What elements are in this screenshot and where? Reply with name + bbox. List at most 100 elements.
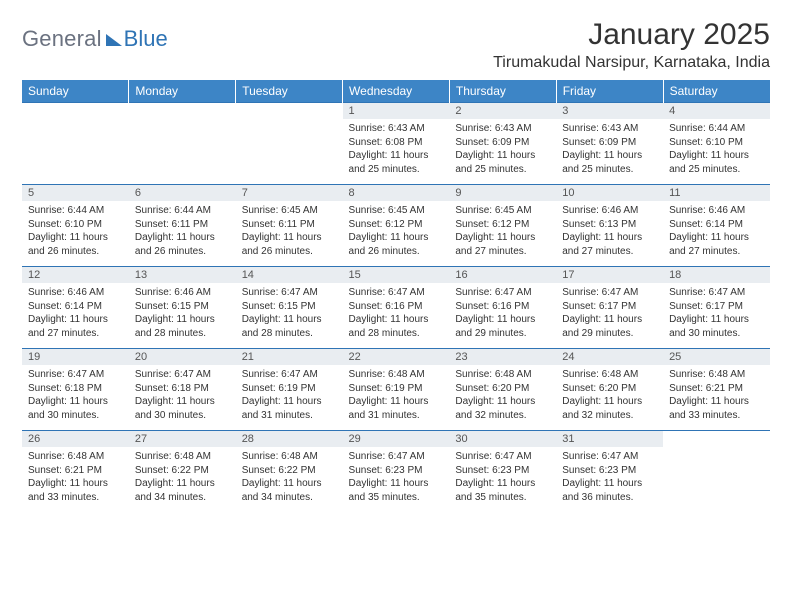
day-number-cell: 21 <box>236 349 343 366</box>
weekday-header: Thursday <box>449 80 556 103</box>
sunrise-text: Sunrise: 6:48 AM <box>562 368 657 382</box>
day-number-cell <box>22 103 129 120</box>
daylight-text: Daylight: 11 hours <box>669 395 764 409</box>
day-info-cell: Sunrise: 6:47 AMSunset: 6:18 PMDaylight:… <box>22 365 129 431</box>
daylight-text: Daylight: 11 hours <box>669 231 764 245</box>
sunset-text: Sunset: 6:15 PM <box>242 300 337 314</box>
sunset-text: Sunset: 6:08 PM <box>349 136 444 150</box>
daylight-text: Daylight: 11 hours <box>242 313 337 327</box>
sunrise-text: Sunrise: 6:47 AM <box>455 450 550 464</box>
sunrise-text: Sunrise: 6:47 AM <box>562 286 657 300</box>
daylight-text: and 32 minutes. <box>562 409 657 423</box>
daylight-text: Daylight: 11 hours <box>28 477 123 491</box>
daylight-text: and 25 minutes. <box>349 163 444 177</box>
sunset-text: Sunset: 6:21 PM <box>28 464 123 478</box>
day-info-cell <box>129 119 236 185</box>
weekday-header: Friday <box>556 80 663 103</box>
daylight-text: and 31 minutes. <box>349 409 444 423</box>
sunrise-text: Sunrise: 6:44 AM <box>135 204 230 218</box>
sunset-text: Sunset: 6:16 PM <box>455 300 550 314</box>
day-info-cell: Sunrise: 6:47 AMSunset: 6:23 PMDaylight:… <box>449 447 556 512</box>
daylight-text: Daylight: 11 hours <box>455 477 550 491</box>
day-number-cell: 29 <box>343 431 450 448</box>
daylight-text: and 26 minutes. <box>349 245 444 259</box>
sunrise-text: Sunrise: 6:45 AM <box>242 204 337 218</box>
month-title: January 2025 <box>493 18 770 52</box>
sunset-text: Sunset: 6:17 PM <box>562 300 657 314</box>
day-info-cell: Sunrise: 6:45 AMSunset: 6:12 PMDaylight:… <box>343 201 450 267</box>
daylight-text: Daylight: 11 hours <box>455 395 550 409</box>
sunrise-text: Sunrise: 6:45 AM <box>455 204 550 218</box>
day-info-cell: Sunrise: 6:44 AMSunset: 6:11 PMDaylight:… <box>129 201 236 267</box>
location-subtitle: Tirumakudal Narsipur, Karnataka, India <box>493 54 770 72</box>
daynum-row: 12131415161718 <box>22 267 770 284</box>
sunrise-text: Sunrise: 6:46 AM <box>562 204 657 218</box>
daylight-text: and 28 minutes. <box>242 327 337 341</box>
daylight-text: and 29 minutes. <box>562 327 657 341</box>
day-info-cell: Sunrise: 6:44 AMSunset: 6:10 PMDaylight:… <box>22 201 129 267</box>
daylight-text: and 26 minutes. <box>135 245 230 259</box>
day-info-cell: Sunrise: 6:48 AMSunset: 6:20 PMDaylight:… <box>449 365 556 431</box>
daylight-text: and 25 minutes. <box>455 163 550 177</box>
daylight-text: and 31 minutes. <box>242 409 337 423</box>
sunrise-text: Sunrise: 6:47 AM <box>135 368 230 382</box>
day-info-cell: Sunrise: 6:46 AMSunset: 6:15 PMDaylight:… <box>129 283 236 349</box>
sunrise-text: Sunrise: 6:43 AM <box>349 122 444 136</box>
daylight-text: Daylight: 11 hours <box>562 313 657 327</box>
sunset-text: Sunset: 6:23 PM <box>562 464 657 478</box>
day-info-cell: Sunrise: 6:47 AMSunset: 6:15 PMDaylight:… <box>236 283 343 349</box>
sunset-text: Sunset: 6:22 PM <box>242 464 337 478</box>
day-info-cell: Sunrise: 6:46 AMSunset: 6:14 PMDaylight:… <box>663 201 770 267</box>
daylight-text: and 35 minutes. <box>455 491 550 505</box>
info-row: Sunrise: 6:44 AMSunset: 6:10 PMDaylight:… <box>22 201 770 267</box>
day-info-cell <box>22 119 129 185</box>
daylight-text: and 26 minutes. <box>242 245 337 259</box>
daylight-text: Daylight: 11 hours <box>455 231 550 245</box>
daynum-row: 1234 <box>22 103 770 120</box>
sunrise-text: Sunrise: 6:43 AM <box>562 122 657 136</box>
daylight-text: and 35 minutes. <box>349 491 444 505</box>
daylight-text: and 33 minutes. <box>669 409 764 423</box>
daylight-text: Daylight: 11 hours <box>28 313 123 327</box>
sunrise-text: Sunrise: 6:47 AM <box>242 368 337 382</box>
sunrise-text: Sunrise: 6:48 AM <box>455 368 550 382</box>
day-number-cell: 4 <box>663 103 770 120</box>
sunset-text: Sunset: 6:14 PM <box>669 218 764 232</box>
day-number-cell: 12 <box>22 267 129 284</box>
day-number-cell: 27 <box>129 431 236 448</box>
daylight-text: and 27 minutes. <box>28 327 123 341</box>
info-row: Sunrise: 6:47 AMSunset: 6:18 PMDaylight:… <box>22 365 770 431</box>
day-number-cell: 26 <box>22 431 129 448</box>
day-number-cell: 10 <box>556 185 663 202</box>
weekday-header: Tuesday <box>236 80 343 103</box>
info-row: Sunrise: 6:48 AMSunset: 6:21 PMDaylight:… <box>22 447 770 512</box>
day-info-cell: Sunrise: 6:43 AMSunset: 6:09 PMDaylight:… <box>449 119 556 185</box>
weekday-header: Monday <box>129 80 236 103</box>
daylight-text: and 34 minutes. <box>135 491 230 505</box>
day-number-cell: 6 <box>129 185 236 202</box>
sunset-text: Sunset: 6:16 PM <box>349 300 444 314</box>
day-number-cell: 23 <box>449 349 556 366</box>
day-info-cell: Sunrise: 6:43 AMSunset: 6:09 PMDaylight:… <box>556 119 663 185</box>
day-info-cell: Sunrise: 6:47 AMSunset: 6:18 PMDaylight:… <box>129 365 236 431</box>
day-number-cell: 16 <box>449 267 556 284</box>
logo-triangle-icon <box>106 34 122 46</box>
info-row: Sunrise: 6:43 AMSunset: 6:08 PMDaylight:… <box>22 119 770 185</box>
sunrise-text: Sunrise: 6:46 AM <box>28 286 123 300</box>
sunrise-text: Sunrise: 6:43 AM <box>455 122 550 136</box>
sunset-text: Sunset: 6:19 PM <box>349 382 444 396</box>
day-number-cell: 20 <box>129 349 236 366</box>
daylight-text: and 26 minutes. <box>28 245 123 259</box>
sunset-text: Sunset: 6:20 PM <box>562 382 657 396</box>
daylight-text: Daylight: 11 hours <box>135 313 230 327</box>
daynum-row: 567891011 <box>22 185 770 202</box>
day-number-cell: 28 <box>236 431 343 448</box>
sunset-text: Sunset: 6:14 PM <box>28 300 123 314</box>
sunrise-text: Sunrise: 6:46 AM <box>135 286 230 300</box>
day-info-cell: Sunrise: 6:48 AMSunset: 6:20 PMDaylight:… <box>556 365 663 431</box>
daylight-text: Daylight: 11 hours <box>349 149 444 163</box>
day-number-cell: 24 <box>556 349 663 366</box>
day-info-cell <box>663 447 770 512</box>
day-number-cell: 19 <box>22 349 129 366</box>
sunrise-text: Sunrise: 6:48 AM <box>28 450 123 464</box>
